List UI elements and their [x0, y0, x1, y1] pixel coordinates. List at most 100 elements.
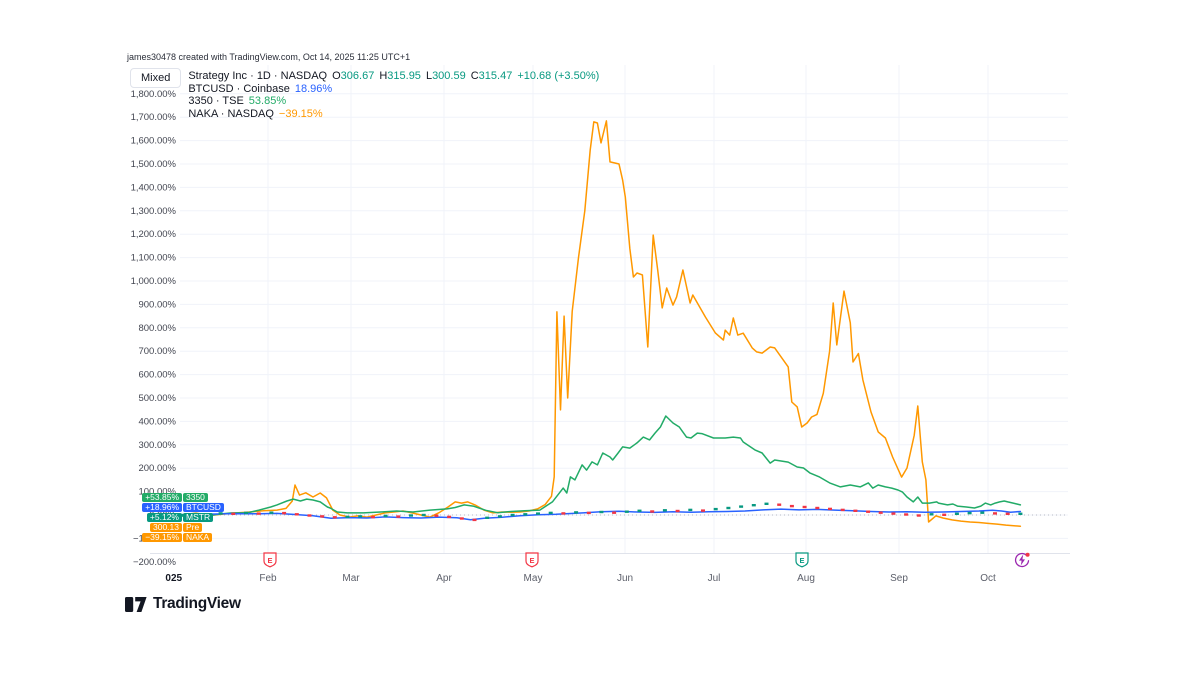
price-badge-premarket-ticker: Pre — [183, 522, 203, 532]
candle-mark — [586, 511, 591, 515]
legend-main-symbol[interactable]: Strategy Inc · 1D · NASDAQ O306.67 H315.95… — [188, 70, 600, 83]
y-axis-tick: 800.00% — [138, 323, 176, 334]
symbol-mode-selector[interactable]: Mixed — [130, 68, 182, 88]
candle-mark — [485, 516, 490, 519]
candle-mark — [840, 508, 845, 512]
earnings-aug-marker[interactable]: E — [795, 552, 809, 568]
candle-mark — [345, 515, 350, 519]
candle-mark — [954, 512, 959, 515]
tradingview-logo-icon — [125, 596, 147, 612]
candle-mark — [180, 513, 185, 517]
candle-mark — [548, 511, 553, 515]
legend-compare-3350[interactable]: 3350 · TSE 53.85% — [188, 95, 599, 108]
price-badge-3350-value: +53.85% — [142, 492, 182, 502]
candle-mark — [256, 512, 261, 515]
compare-title: NAKA · NASDAQ — [188, 107, 274, 120]
snapshot-attribution: james30478 created with TradingView.com,… — [127, 52, 411, 62]
candle-mark — [472, 518, 477, 522]
compare-value: 18.96% — [294, 82, 333, 95]
legend-compare-btcusd[interactable]: BTCUSD · Coinbase 18.96% — [188, 82, 599, 96]
mstr-candle-marks[interactable] — [180, 502, 1023, 522]
earnings-feb-marker[interactable]: E — [263, 552, 277, 568]
candle-mark — [612, 511, 617, 514]
candle-mark — [967, 511, 972, 515]
candle-mark — [942, 513, 947, 516]
y-axis-tick: 1,800.00% — [131, 89, 177, 100]
open-value: 306.67 — [340, 70, 375, 82]
candle-mark — [891, 512, 896, 515]
price-badge-naka-value: −39.15% — [142, 532, 182, 542]
candle-mark — [358, 515, 363, 518]
x-axis-month-label: Sep — [890, 573, 908, 584]
candle-mark — [828, 507, 832, 511]
candle-mark — [624, 510, 629, 513]
price-badge-premarket-value: 300.13 — [150, 522, 182, 532]
close-label: C — [470, 70, 479, 82]
y-axis-tick: 1,000.00% — [131, 276, 177, 287]
candle-mark — [294, 513, 299, 516]
high-label: H — [379, 70, 388, 82]
candle-mark — [561, 512, 566, 515]
earnings-letter: E — [799, 556, 804, 565]
chart-canvas[interactable]: 1,800.00% 1,700.00% 1,600.00% 1,500.00% 1,40… — [125, 65, 1070, 590]
x-axis-month-label: Oct — [980, 573, 996, 584]
legend-compare-naka[interactable]: NAKA · NASDAQ −39.15% — [188, 107, 599, 121]
y-axis-tick: 300.00% — [138, 440, 176, 451]
candle-mark — [269, 511, 274, 514]
3350-series-line[interactable] — [179, 415, 1022, 517]
candle-mark — [789, 504, 794, 508]
upcoming-event-oct-marker[interactable] — [1014, 552, 1030, 568]
y-axis-tick: 1,300.00% — [131, 206, 177, 217]
candle-mark — [675, 509, 680, 513]
price-badge-row-naka[interactable]: −39.15% NAKA — [136, 532, 224, 542]
candle-mark — [459, 517, 464, 520]
price-badge-row-3350[interactable]: +53.85% 3350 — [136, 492, 224, 502]
compare-value: 53.85% — [248, 95, 287, 107]
earnings-letter: E — [529, 556, 534, 565]
y-axis-tick: 1,600.00% — [131, 136, 177, 147]
y-axis-tick: 1,700.00% — [131, 112, 177, 123]
price-badge-mstr-ticker: MSTR — [183, 512, 214, 522]
earnings-letter: E — [267, 556, 272, 565]
earnings-shield-icon — [263, 552, 277, 568]
x-axis-month-label: Apr — [436, 573, 452, 584]
candle-mark — [764, 502, 769, 505]
naka-series-line[interactable] — [179, 120, 1022, 527]
candle-mark — [599, 510, 604, 514]
legend-rows: Strategy Inc · 1D · NASDAQ O306.67 H315.95… — [188, 68, 599, 120]
y-axis-tick: 700.00% — [138, 346, 176, 357]
earnings-may-marker[interactable]: E — [525, 552, 539, 568]
open-label: O — [332, 70, 341, 82]
candle-mark — [244, 511, 248, 515]
candle-mark — [662, 509, 667, 512]
notification-dot — [1025, 552, 1030, 557]
candle-mark — [713, 507, 718, 511]
y-axis-tick: 500.00% — [138, 393, 176, 404]
chart-area[interactable]: 1,800.00% 1,700.00% 1,600.00% 1,500.00% 1,40… — [125, 65, 1070, 590]
candle-mark — [739, 505, 744, 508]
y-axis-tick: 1,500.00% — [131, 159, 177, 170]
chart-legend: Mixed Strategy Inc · 1D · NASDAQ O306.67 H… — [130, 68, 599, 120]
high-value: 315.95 — [387, 70, 421, 82]
price-badge-row-btcusd[interactable]: +18.96% BTCUSD — [136, 502, 224, 512]
y-axis-tick: 1,400.00% — [131, 182, 177, 193]
candle-mark — [929, 513, 934, 516]
price-badge-row-premarket[interactable]: 300.13 Pre — [136, 522, 224, 532]
candle-mark — [320, 515, 325, 518]
candle-mark — [574, 511, 579, 514]
y-axis-tick: 1,200.00% — [131, 229, 177, 240]
candle-mark — [688, 508, 693, 512]
change-value: +10.68 (+3.50%) — [517, 70, 600, 82]
candle-mark — [751, 504, 756, 507]
y-axis-tick: 600.00% — [138, 370, 176, 381]
y-axis-tick: −200.00% — [133, 557, 177, 568]
candle-mark — [980, 511, 985, 514]
price-badge-row-mstr[interactable]: +5.12% MSTR — [136, 512, 224, 522]
x-axis-month-label: May — [524, 573, 543, 584]
x-axis-month-label: Feb — [259, 573, 277, 584]
tradingview-logo[interactable]: TradingView — [125, 595, 241, 613]
close-value: 315.47 — [478, 70, 513, 82]
candle-mark — [815, 506, 820, 510]
y-axis-tick: 900.00% — [138, 299, 176, 310]
